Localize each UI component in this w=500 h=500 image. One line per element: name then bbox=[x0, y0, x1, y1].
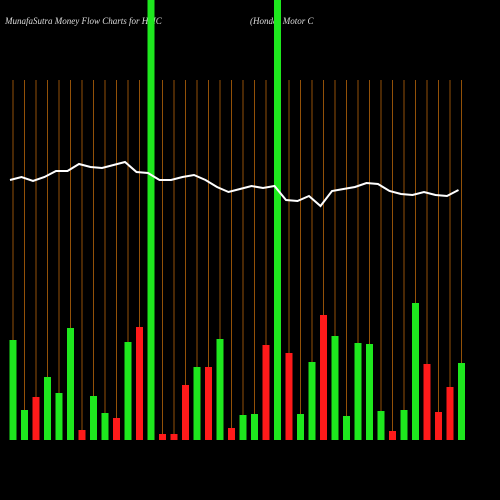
bar bbox=[354, 343, 362, 440]
bar bbox=[193, 367, 201, 440]
bar bbox=[170, 434, 178, 440]
bar bbox=[21, 410, 28, 440]
bar bbox=[78, 430, 86, 440]
bar bbox=[55, 393, 63, 440]
chart-subtitle: (Honda) Motor C bbox=[250, 16, 314, 26]
bar bbox=[216, 339, 224, 440]
bar bbox=[251, 414, 258, 440]
bar bbox=[124, 342, 132, 440]
bar bbox=[228, 428, 235, 440]
bar bbox=[331, 336, 339, 440]
bar bbox=[308, 362, 316, 440]
bar bbox=[412, 303, 419, 440]
bar bbox=[136, 327, 143, 440]
bar bbox=[285, 353, 293, 440]
money-flow-line bbox=[9, 160, 459, 208]
bar bbox=[113, 418, 120, 440]
bar bbox=[101, 413, 109, 440]
bar bbox=[44, 377, 51, 440]
bar bbox=[9, 340, 17, 440]
bar bbox=[366, 344, 373, 440]
bar bbox=[147, 0, 155, 440]
bar bbox=[343, 416, 350, 440]
bar bbox=[435, 412, 442, 440]
bar bbox=[239, 415, 247, 440]
bar bbox=[274, 0, 281, 440]
bar bbox=[262, 345, 270, 440]
bar bbox=[377, 411, 385, 440]
bar bbox=[205, 367, 212, 440]
bar bbox=[159, 434, 166, 440]
bar bbox=[458, 363, 465, 440]
bar bbox=[423, 364, 431, 440]
bar bbox=[182, 385, 189, 440]
bar bbox=[389, 431, 396, 440]
bar bbox=[446, 387, 454, 440]
bar bbox=[400, 410, 408, 440]
bar bbox=[320, 315, 327, 440]
chart-title: MunafaSutra Money Flow Charts for HMC bbox=[4, 16, 163, 26]
bar bbox=[67, 328, 74, 440]
bar bbox=[297, 414, 304, 440]
bar bbox=[32, 397, 40, 440]
bar bbox=[90, 396, 97, 440]
